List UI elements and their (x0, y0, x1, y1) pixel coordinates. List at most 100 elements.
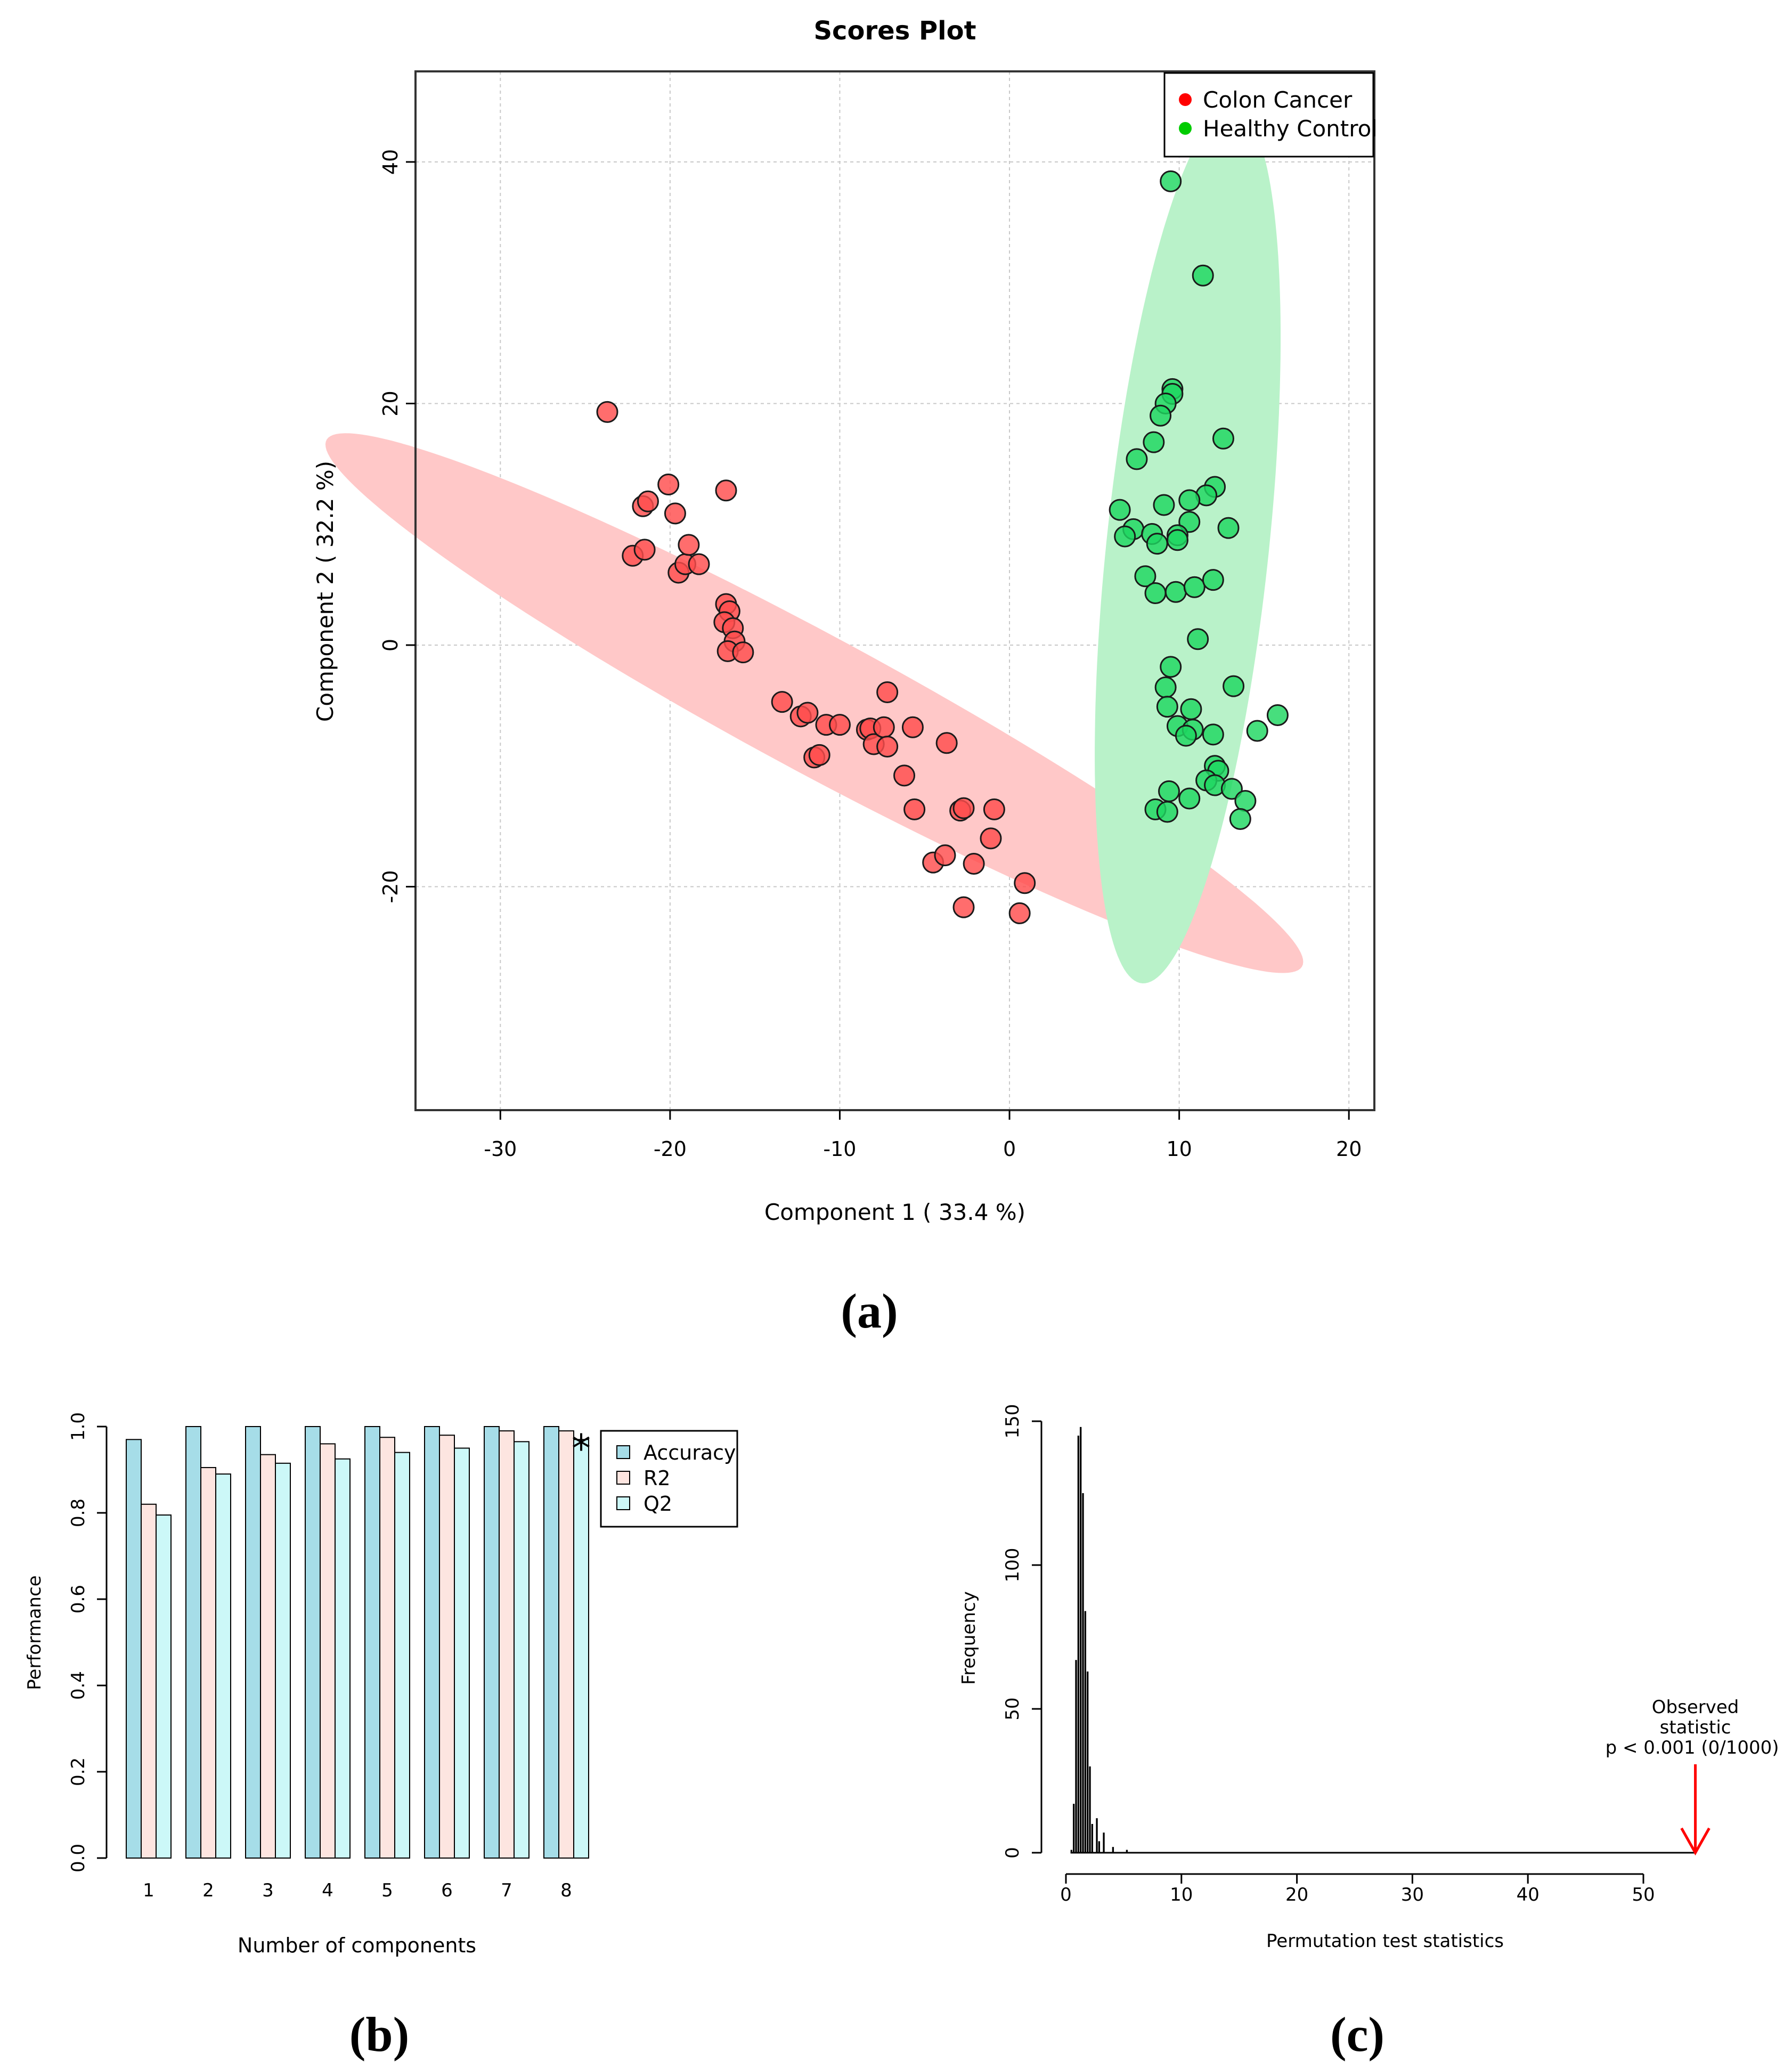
cancer-point (952, 896, 975, 918)
x-tick-label: -30 (484, 1137, 517, 1161)
healthy-point (1187, 628, 1209, 650)
x-tick-label: 3 (262, 1880, 274, 1901)
y-tick-label: 0.6 (68, 1585, 89, 1614)
observed-statistic-annotation: Observed statistic p < 0.001 (0/1000) (1606, 1697, 1779, 1856)
y-tick-label: 1.0 (68, 1412, 89, 1441)
scores-plot-panel: Scores Plot -30 -20 -10 0 10 20 -20 0 20 40 Comp… (312, 16, 1378, 1338)
healthy-point (1126, 448, 1148, 470)
healthy-point (1183, 576, 1205, 598)
x-tick-label: -20 (654, 1137, 687, 1161)
healthy-point (1158, 780, 1180, 802)
panel-label-a: (a) (841, 1284, 898, 1338)
y-tick-label: 50 (1002, 1697, 1023, 1720)
healthy-point (1154, 676, 1177, 698)
cancer-point (678, 534, 700, 556)
healthy-point (1143, 431, 1165, 453)
permutation-x-axis: 0 10 20 30 40 50 (1060, 1873, 1655, 1905)
y-tick-label: 0 (1002, 1847, 1023, 1859)
histogram-bar (1103, 1832, 1105, 1853)
permutation-histogram-bars (1070, 1427, 1696, 1854)
x-tick-label: 30 (1401, 1884, 1424, 1905)
scores-plot-x-label: Component 1 ( 33.4 %) (764, 1199, 1025, 1225)
legend-r2-label: R2 (644, 1467, 671, 1490)
x-tick-label: 8 (560, 1880, 572, 1901)
healthy-point (1153, 494, 1175, 516)
healthy-point (1202, 723, 1224, 746)
healthy-point (1114, 525, 1136, 548)
histogram-bar (1112, 1847, 1114, 1853)
q2-bar (215, 1473, 231, 1859)
y-tick-label: 100 (1002, 1548, 1023, 1583)
healthy-point (1217, 517, 1240, 539)
histogram-bar (1070, 1850, 1073, 1853)
cancer-point (901, 716, 924, 738)
healthy-point (1246, 720, 1268, 742)
cancer-point (934, 844, 956, 867)
histogram-bar (1089, 1766, 1091, 1853)
best-model-star: * (572, 1426, 591, 1471)
x-tick-label: 20 (1285, 1884, 1308, 1905)
cancer-point (1008, 902, 1031, 924)
healthy-point (1178, 787, 1201, 810)
accuracy-bar (126, 1439, 142, 1859)
cancer-point (596, 401, 618, 423)
histogram-bar (1091, 1824, 1094, 1853)
healthy-point (1266, 704, 1289, 727)
performance-y-label: Performance (24, 1575, 45, 1690)
r2-bar (558, 1430, 574, 1859)
y-tick-label: 0.4 (68, 1671, 89, 1700)
r2-bar (260, 1454, 276, 1859)
cancer-point (983, 798, 1005, 820)
healthy-point (1192, 264, 1214, 287)
scores-plot-points (596, 170, 1289, 924)
scores-plot-frame (414, 70, 1375, 1111)
scores-plot-y-label: Component 2 ( 32.2 %) (312, 461, 338, 722)
scores-plot-x-ticks: -30 -20 -10 0 10 20 (484, 1110, 1362, 1161)
histogram-bar (1075, 1660, 1077, 1853)
healthy-point (1160, 656, 1182, 678)
y-tick-label: 0 (379, 639, 402, 651)
scores-plot-title: Scores Plot (813, 16, 976, 46)
performance-y-axis: 0.0 0.2 0.4 0.6 0.8 1.0 (68, 1412, 108, 1872)
healthy-point (1175, 724, 1197, 747)
histogram-bar (1098, 1841, 1101, 1853)
observed-pvalue-label: p < 0.001 (0/1000) (1606, 1737, 1779, 1758)
observed-label-line-1: Observed (1652, 1697, 1739, 1718)
accuracy-bar (245, 1426, 261, 1859)
healthy-point (1178, 489, 1201, 511)
observed-arrow-head (1680, 1827, 1710, 1856)
legend-q2-label: Q2 (644, 1492, 672, 1516)
x-tick-label: 20 (1336, 1137, 1362, 1161)
permutation-y-axis: 0 50 100 150 (1002, 1404, 1042, 1859)
x-tick-label: 10 (1166, 1137, 1192, 1161)
cancer-point (876, 736, 899, 757)
accuracy-bar (305, 1426, 321, 1859)
cancer-point (893, 764, 916, 787)
healthy-point (1160, 170, 1182, 192)
cancer-point (664, 502, 686, 525)
q2-bar (454, 1447, 470, 1859)
r2-bar (320, 1443, 336, 1859)
cancer-point (828, 714, 851, 736)
x-tick-label: 10 (1170, 1884, 1193, 1905)
cancer-point (688, 553, 710, 575)
cancer-point (1014, 872, 1036, 894)
performance-bars (126, 1426, 589, 1859)
y-tick-label: 20 (379, 390, 402, 416)
healthy-confidence-ellipse (1095, 109, 1281, 984)
legend-box (1163, 72, 1374, 158)
cancer-point (935, 732, 958, 754)
histogram-bar (1096, 1818, 1098, 1853)
q2-bar (335, 1458, 351, 1859)
healthy-point (1223, 675, 1245, 697)
permutation-panel: 0 50 100 150 0 10 20 30 40 50 Permutation test s… (958, 1404, 1779, 2062)
accuracy-bar (185, 1426, 201, 1859)
y-tick-label: 0.0 (68, 1844, 89, 1872)
cancer-point (715, 479, 737, 502)
x-tick-label: 6 (441, 1880, 453, 1901)
healthy-point (1150, 404, 1172, 427)
r2-bar (141, 1503, 157, 1859)
legend-healthy-control-marker (1179, 122, 1192, 135)
r2-bar (200, 1467, 216, 1859)
x-tick-label: 1 (143, 1880, 154, 1901)
